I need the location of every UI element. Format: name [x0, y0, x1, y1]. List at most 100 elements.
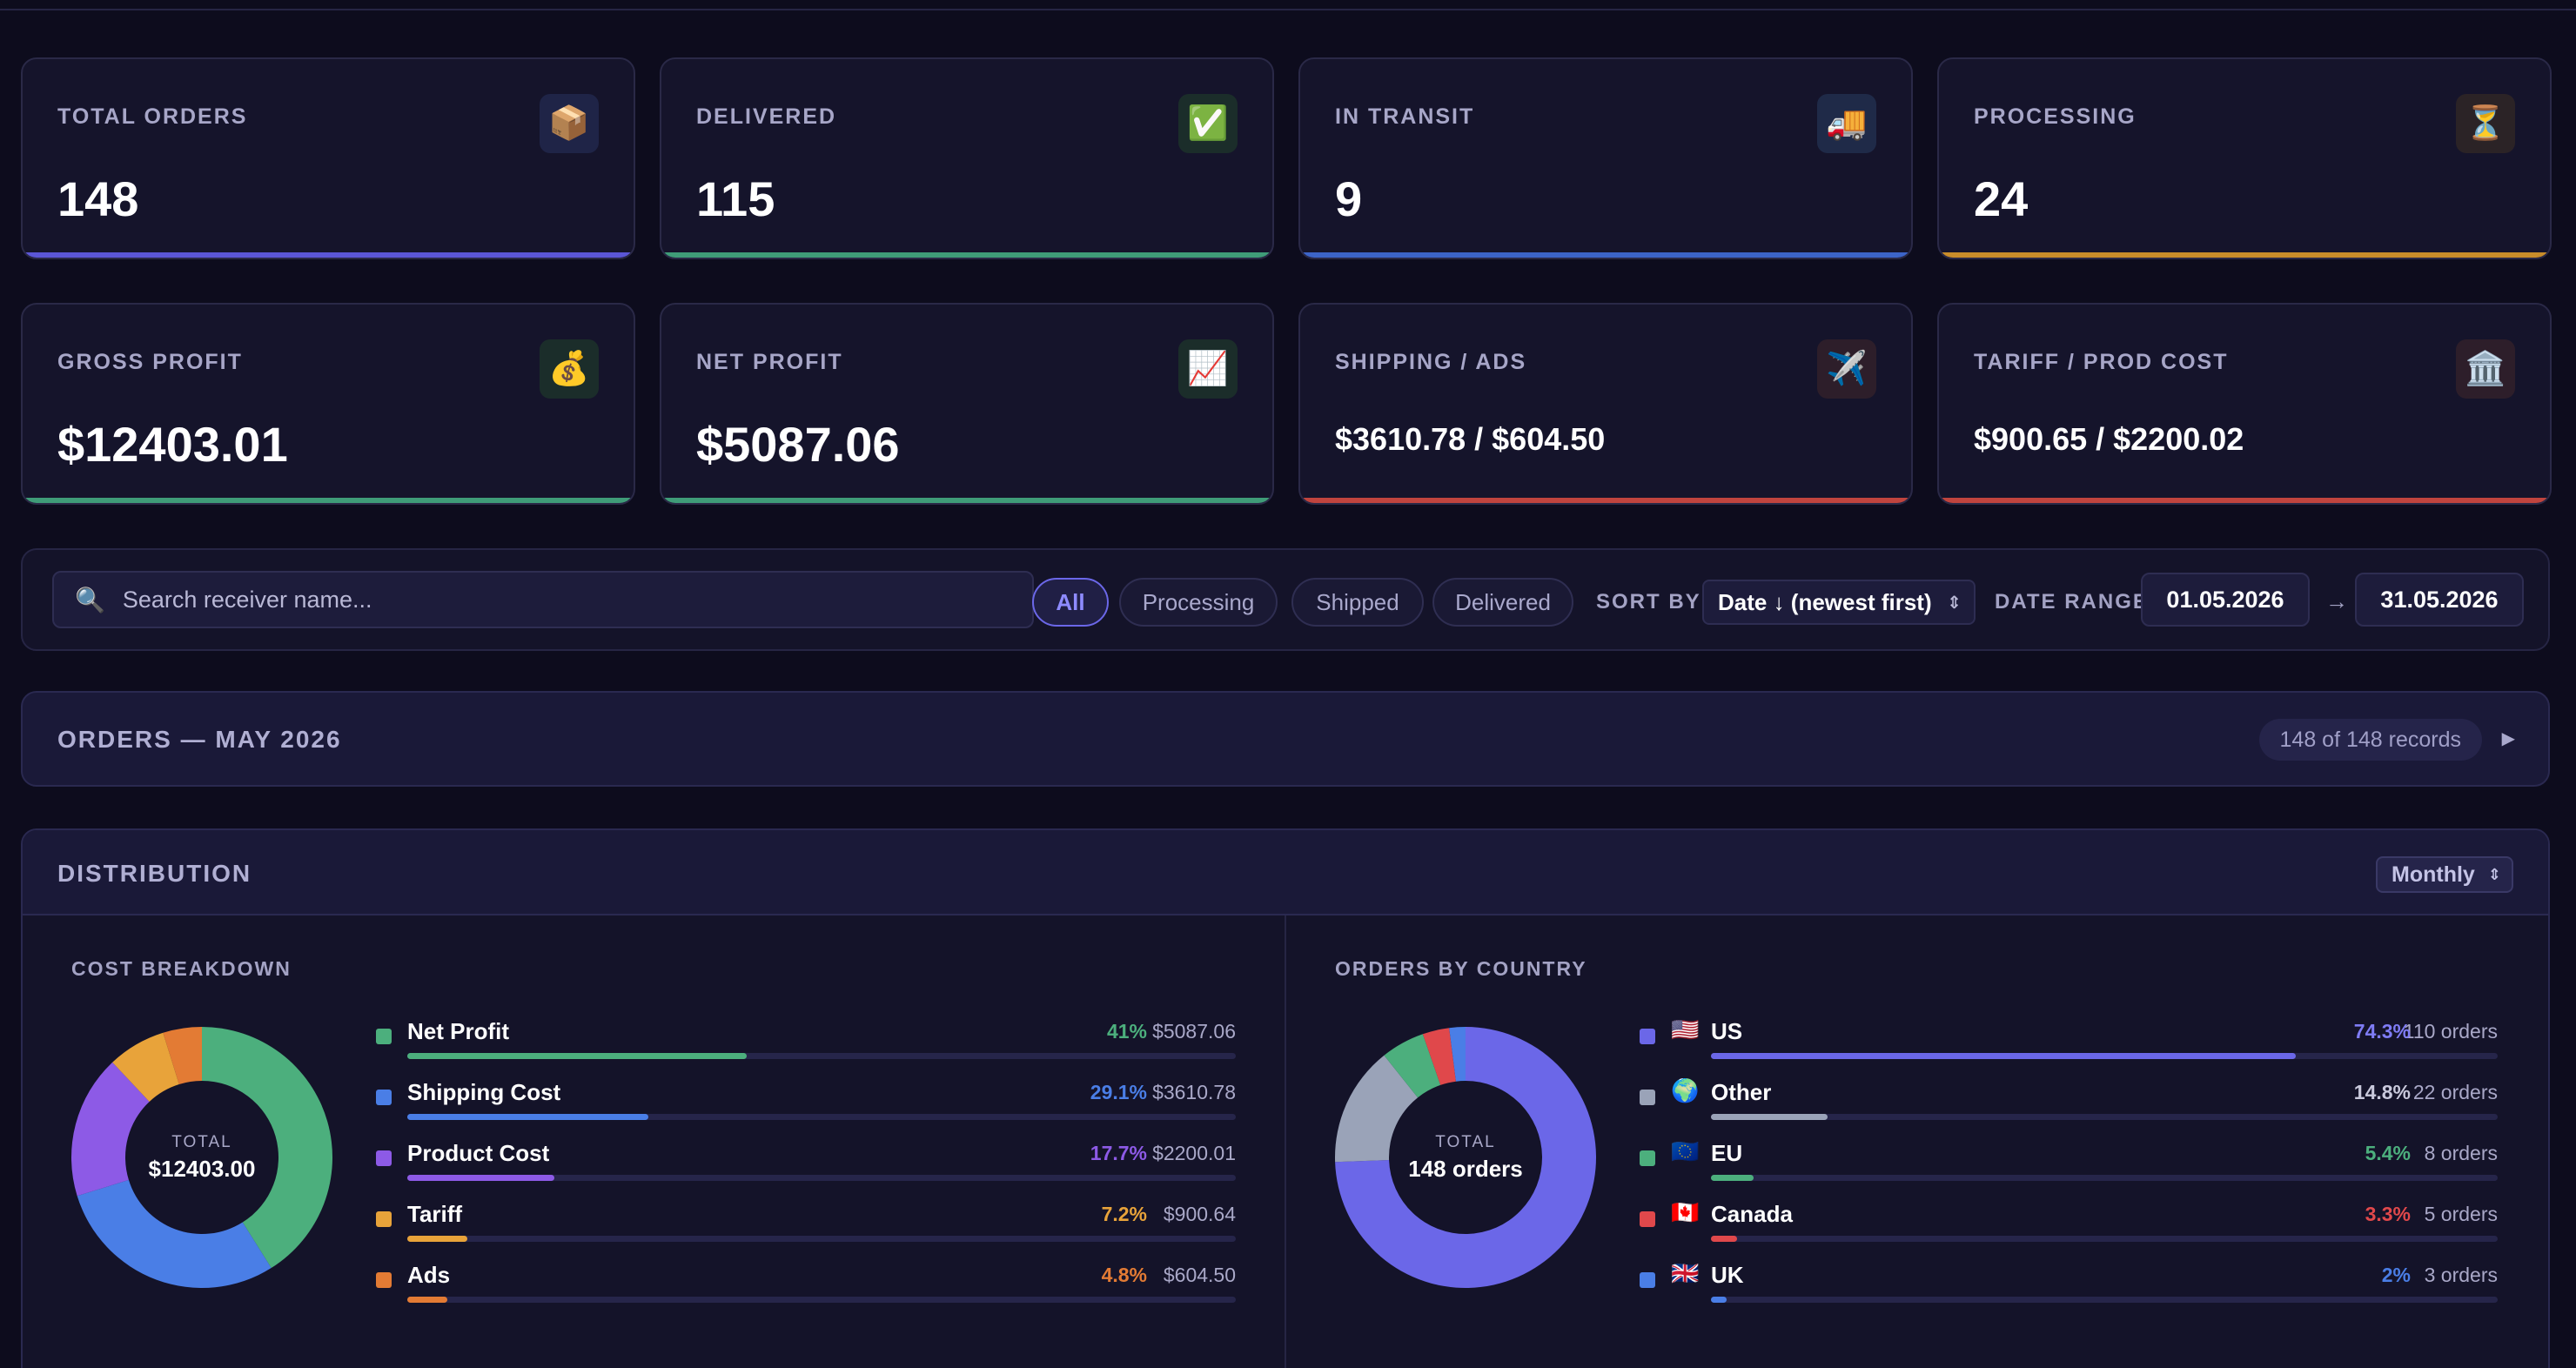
donut-slice-canada [1422, 1028, 1456, 1085]
legend-swatch [376, 1090, 392, 1105]
donut-slice-uk [1449, 1027, 1466, 1082]
stat-label: TOTAL ORDERS [57, 104, 248, 129]
donut-slice-ads [163, 1027, 202, 1084]
date-to-input[interactable]: 31.05.2026 [2355, 573, 2524, 627]
stat-card-tariff-prod-cost: TARIFF / PROD COST $900.65 / $2200.02 🏛️ [1937, 303, 2552, 505]
legend-row-shipping-cost: Shipping Cost $3610.78 29.1% [376, 1076, 1236, 1128]
date-from-input[interactable]: 01.05.2026 [2141, 573, 2310, 627]
legend-label: Product Cost [407, 1140, 550, 1166]
distribution-panel: DISTRIBUTION Monthly ⇕ COST BREAKDOWN TO… [21, 828, 2550, 1368]
donut-center-label: TOTAL [1435, 1133, 1495, 1151]
legend-row-canada: 🇨🇦 Canada 5 orders 3.3% [1640, 1197, 2498, 1250]
hourglass-icon: ⏳ [2456, 94, 2515, 153]
filter-pill-processing[interactable]: Processing [1119, 578, 1278, 627]
legend-row-eu: 🇪🇺 EU 8 orders 5.4% [1640, 1137, 2498, 1189]
legend-row-other: 🌍 Other 22 orders 14.8% [1640, 1076, 2498, 1128]
cost-breakdown-title: COST BREAKDOWN [71, 957, 292, 980]
legend-bar-fill [407, 1236, 467, 1242]
legend-bar-track [1711, 1053, 2498, 1059]
date-range-label: DATE RANGE [1995, 590, 2149, 614]
stat-accent-bar [1939, 252, 2550, 258]
legend-bar-fill [1711, 1114, 1828, 1120]
search-box[interactable]: 🔍 [52, 571, 1034, 628]
legend-bar-track [1711, 1236, 2498, 1242]
legend-swatch [1640, 1090, 1655, 1105]
expand-arrow-icon[interactable]: ▶ [2501, 729, 2515, 748]
legend-amount: $5087.06 [1152, 1020, 1236, 1043]
legend-percent: 74.3% [2353, 1020, 2411, 1043]
legend-row-us: 🇺🇸 US 110 orders 74.3% [1640, 1015, 2498, 1067]
legend-row-product-cost: Product Cost $2200.01 17.7% [376, 1137, 1236, 1189]
legend-amount: $2200.01 [1152, 1142, 1236, 1164]
legend-swatch [376, 1211, 392, 1227]
legend-bar-track [407, 1236, 1236, 1242]
stat-label: GROSS PROFIT [57, 350, 243, 374]
orders-by-country-donut: TOTAL 148 orders [1335, 1027, 1596, 1288]
donut-slice-net-profit [202, 1027, 333, 1269]
orders-panel-header[interactable]: ORDERS — MAY 2026 148 of 148 records ▶ [21, 691, 2550, 787]
orders-title: ORDERS — MAY 2026 [57, 726, 342, 753]
legend-bar-fill [1711, 1175, 1754, 1181]
stat-value: 9 [1335, 171, 1363, 226]
select-caret-icon: ⇕ [2487, 865, 2501, 883]
period-select[interactable]: Monthly ⇕ [2376, 856, 2513, 893]
date-arrow-icon: → [2325, 588, 2350, 614]
legend-bar-track [1711, 1114, 2498, 1120]
legend-bar-fill [407, 1114, 649, 1120]
legend-swatch [1640, 1150, 1655, 1166]
stat-accent-bar [1939, 498, 2550, 503]
legend-bar-track [1711, 1175, 2498, 1181]
legend-bar-track [407, 1297, 1236, 1303]
legend-swatch [1640, 1029, 1655, 1044]
legend-label: Net Profit [407, 1018, 509, 1044]
sort-select[interactable]: Date ↓ (newest first) ⇕ [1702, 580, 1976, 625]
donut-slice-tariff [112, 1032, 179, 1102]
legend-row-ads: Ads $604.50 4.8% [376, 1258, 1236, 1311]
legend-amount: 5 orders [2424, 1203, 2498, 1225]
legend-bar-track [407, 1175, 1236, 1181]
filter-pill-shipped[interactable]: Shipped [1291, 578, 1424, 627]
legend-percent: 7.2% [1101, 1203, 1147, 1225]
filter-bar: 🔍 All Processing Shipped Delivered SORT … [21, 548, 2550, 651]
flag-icon: 🇬🇧 [1671, 1260, 1700, 1286]
flag-icon: 🇪🇺 [1671, 1138, 1700, 1164]
stat-card-gross-profit: GROSS PROFIT $12403.01 💰 [21, 303, 635, 505]
stat-accent-bar [1300, 498, 1911, 503]
legend-bar-fill [1711, 1297, 1727, 1303]
stat-value: 148 [57, 171, 139, 226]
filter-pill-delivered[interactable]: Delivered [1432, 578, 1573, 627]
legend-swatch [376, 1272, 392, 1288]
legend-bar-track [407, 1053, 1236, 1059]
search-input[interactable] [122, 586, 993, 614]
package-icon: 📦 [540, 94, 599, 153]
legend-label: UK [1711, 1262, 1744, 1288]
stat-value: $900.65 / $2200.02 [1974, 421, 2244, 457]
stat-label: TARIFF / PROD COST [1974, 350, 2229, 374]
legend-percent: 5.4% [2365, 1142, 2411, 1164]
stat-value: 115 [696, 171, 775, 226]
legend-bar-fill [407, 1297, 447, 1303]
legend-label: EU [1711, 1140, 1743, 1166]
legend-amount: 3 orders [2424, 1264, 2498, 1286]
stat-card-net-profit: NET PROFIT $5087.06 📈 [660, 303, 1274, 505]
legend-amount: 110 orders [2403, 1020, 2498, 1043]
check-icon: ✅ [1178, 94, 1238, 153]
stat-card-delivered: DELIVERED 115 ✅ [660, 57, 1274, 259]
legend-swatch [376, 1150, 392, 1166]
donut-slice-other [1335, 1055, 1419, 1163]
filter-pill-all[interactable]: All [1032, 578, 1109, 627]
stat-accent-bar [1300, 252, 1911, 258]
legend-label: Shipping Cost [407, 1079, 561, 1105]
panel-divider [1285, 915, 1286, 1368]
period-select-value: Monthly [2392, 862, 2475, 887]
legend-bar-fill [407, 1053, 748, 1059]
stat-value: 24 [1974, 171, 2029, 226]
flag-icon: 🌍 [1671, 1077, 1700, 1103]
legend-percent: 2% [2381, 1264, 2411, 1286]
stat-label: IN TRANSIT [1335, 104, 1475, 129]
legend-bar-track [407, 1114, 1236, 1120]
stat-label: DELIVERED [696, 104, 837, 129]
donut-slice-shipping-cost [77, 1179, 272, 1288]
truck-icon: 🚚 [1817, 94, 1876, 153]
stat-label: NET PROFIT [696, 350, 843, 374]
